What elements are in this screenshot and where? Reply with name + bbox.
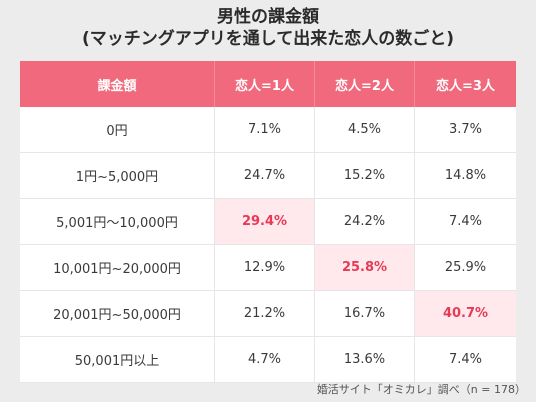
table-cell: 13.6% [315,337,415,383]
table-cell: 16.7% [315,291,415,337]
table-row: 20,001円~50,000円 21.2% 16.7% 40.7% [20,291,516,337]
table-cell: 25.9% [415,245,516,291]
source-note: 婚活サイト「オミカレ」調べ（n = 178） [316,383,526,396]
table-row: 1円~5,000円 24.7% 15.2% 14.8% [20,153,516,199]
row-label: 1円~5,000円 [20,153,215,199]
table-cell: 4.5% [315,107,415,153]
column-header: 課金額 [20,61,215,107]
column-header: 恋人=3人 [415,61,516,107]
table-cell: 7.4% [415,337,516,383]
row-label: 0円 [20,107,215,153]
table-cell: 21.2% [215,291,315,337]
table-row: 0円 7.1% 4.5% 3.7% [20,107,516,153]
table-cell: 24.7% [215,153,315,199]
table-cell: 15.2% [315,153,415,199]
column-header: 恋人=2人 [315,61,415,107]
column-header: 恋人=1人 [215,61,315,107]
row-label: 50,001円以上 [20,337,215,383]
table-cell: 12.9% [215,245,315,291]
chart-title: 男性の課金額 (マッチングアプリを通して出来た恋人の数ごと) [0,6,536,50]
chart-title-line-1: 男性の課金額 [217,7,319,27]
row-label: 20,001円~50,000円 [20,291,215,337]
table-row: 10,001円~20,000円 12.9% 25.8% 25.9% [20,245,516,291]
table-cell: 14.8% [415,153,516,199]
table-body: 0円 7.1% 4.5% 3.7% 1円~5,000円 24.7% 15.2% 14.8% 5,… [20,107,516,383]
table-cell: 4.7% [215,337,315,383]
table-header-row: 課金額 恋人=1人 恋人=2人 恋人=3人 [20,61,516,107]
table-cell: 7.1% [215,107,315,153]
data-table: 課金額 恋人=1人 恋人=2人 恋人=3人 0円 7.1% 4.5% 3.7% 1円~5… [20,61,516,383]
table-row: 5,001円～10,000円 29.4% 24.2% 7.4% [20,199,516,245]
table-cell: 24.2% [315,199,415,245]
table-cell: 40.7% [415,291,516,337]
chart-title-line-2: (マッチングアプリを通して出来た恋人の数ごと) [81,29,455,49]
table-cell: 25.8% [315,245,415,291]
table-cell: 3.7% [415,107,516,153]
table-cell: 29.4% [215,199,315,245]
row-label: 10,001円~20,000円 [20,245,215,291]
table-row: 50,001円以上 4.7% 13.6% 7.4% [20,337,516,383]
row-label: 5,001円～10,000円 [20,199,215,245]
table-cell: 7.4% [415,199,516,245]
